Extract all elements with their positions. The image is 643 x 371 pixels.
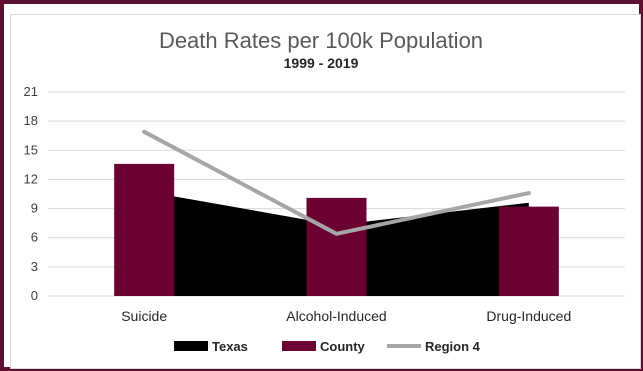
region4-line-path bbox=[142, 129, 531, 236]
y-axis-ticks: 0 3 6 9 12 15 18 21 bbox=[24, 84, 38, 303]
y-tick-label: 12 bbox=[24, 171, 38, 186]
x-axis-labels: Suicide Alcohol-Induced Drug-Induced bbox=[121, 308, 571, 324]
county-bar bbox=[306, 197, 367, 296]
y-tick-label: 15 bbox=[24, 142, 38, 157]
x-category-label: Alcohol-Induced bbox=[286, 308, 386, 324]
y-tick-label: 3 bbox=[31, 259, 38, 274]
county-bars bbox=[114, 163, 559, 296]
x-category-label: Drug-Induced bbox=[486, 308, 571, 324]
legend-label: Region 4 bbox=[425, 339, 481, 354]
legend-swatch bbox=[282, 341, 316, 351]
chart-subtitle: 1999 - 2019 bbox=[284, 55, 359, 71]
legend-label: Texas bbox=[212, 339, 248, 354]
y-tick-label: 9 bbox=[31, 201, 38, 216]
region4-line bbox=[142, 129, 531, 236]
y-tick-label: 18 bbox=[24, 113, 38, 128]
y-tick-label: 21 bbox=[24, 84, 38, 99]
x-category-label: Suicide bbox=[121, 308, 167, 324]
y-tick-label: 0 bbox=[31, 288, 38, 303]
chart-title: Death Rates per 100k Population bbox=[159, 28, 483, 53]
legend-swatch bbox=[174, 341, 208, 351]
legend-label: County bbox=[320, 339, 366, 354]
county-bar bbox=[114, 163, 175, 296]
legend: Texas County Region 4 bbox=[174, 339, 481, 354]
y-tick-label: 6 bbox=[31, 230, 38, 245]
county-bar bbox=[498, 206, 559, 296]
